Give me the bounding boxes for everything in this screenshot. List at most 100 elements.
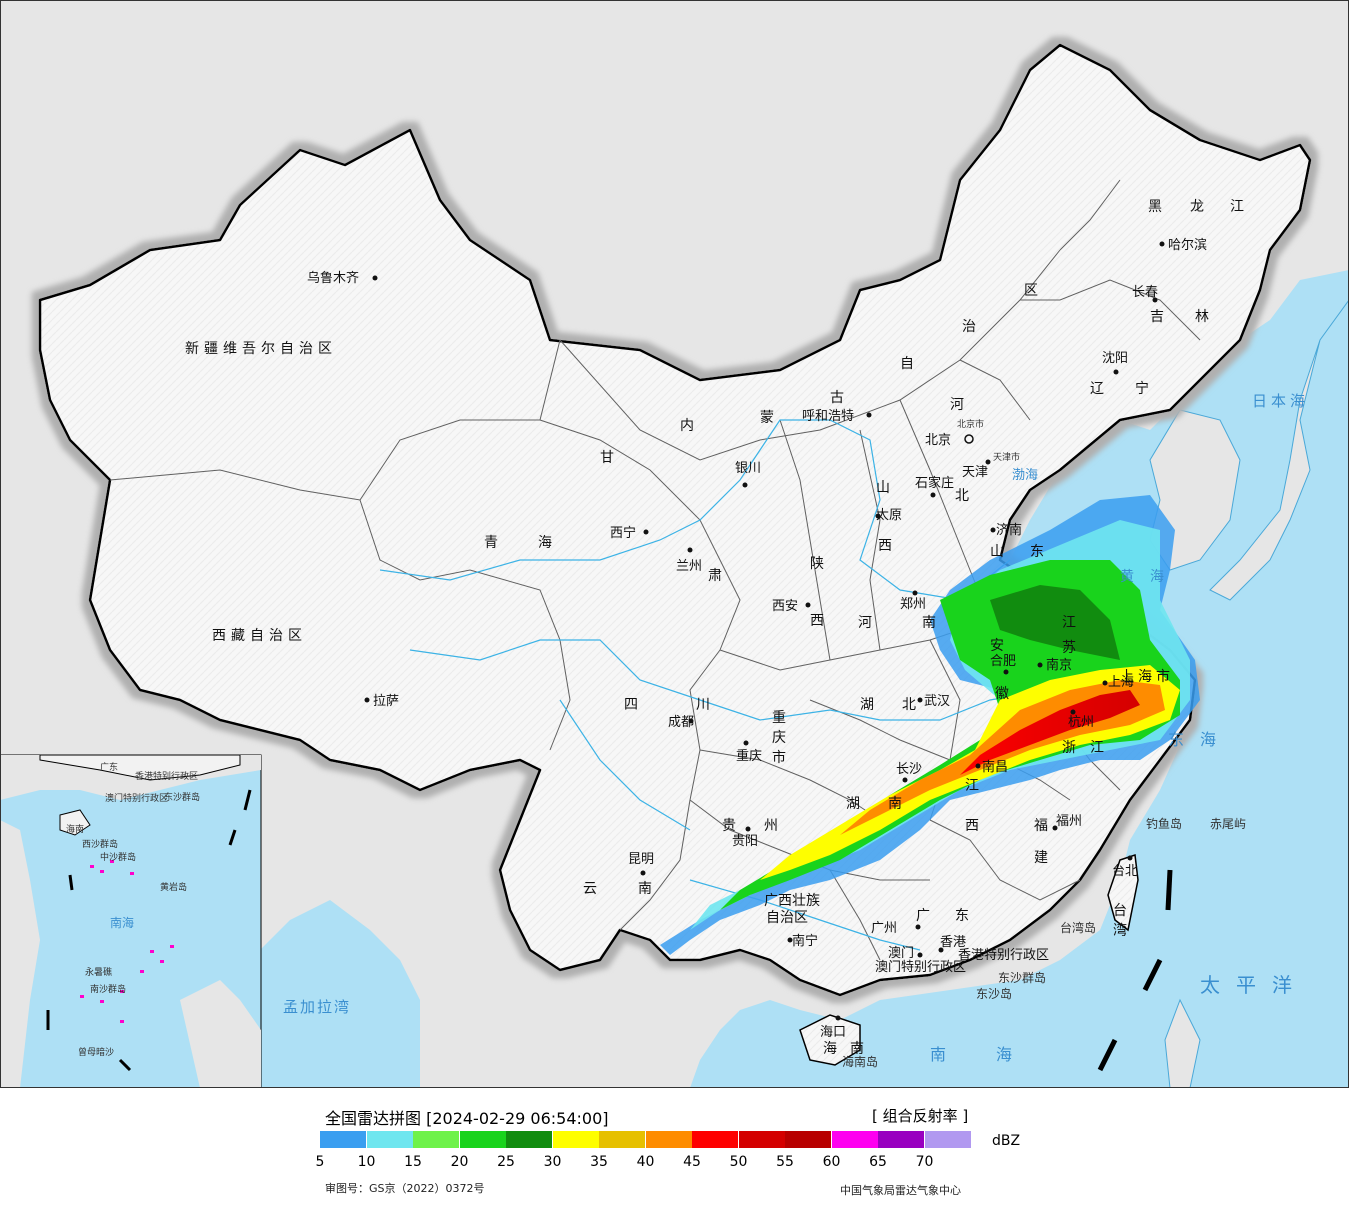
province-label: 四 <box>624 697 638 713</box>
province-label: 河 <box>950 397 964 413</box>
inset-label: 曾母暗沙 <box>78 1046 114 1058</box>
city-label: 兰州 <box>676 559 702 574</box>
province-label: 龙 <box>1190 199 1204 215</box>
inset-label: 香港特别行政区 <box>135 770 198 782</box>
legend-swatch <box>506 1131 552 1148</box>
product-label: [ 组合反射率 ] <box>872 1107 969 1125</box>
approval-number: 审图号：GS京（2022）0372号 <box>325 1182 485 1195</box>
inset-south-china-sea <box>0 754 262 1088</box>
province-label: 川 <box>696 697 710 713</box>
province-label: 宁 <box>1135 380 1149 397</box>
province-label: 西 <box>965 818 979 834</box>
inset-label: 南海 <box>110 915 134 930</box>
legend-tick: 35 <box>590 1154 608 1170</box>
city-label: 天津 <box>962 465 988 480</box>
legend-tick: 50 <box>729 1154 748 1170</box>
city-label: 长沙 <box>896 762 922 777</box>
province-label: 海 <box>1138 669 1152 685</box>
province-label: 广西壮族 <box>764 893 820 909</box>
province-label: 山 <box>990 544 1004 560</box>
inset-label: 黄岩岛 <box>160 881 187 893</box>
unit-label: dBZ <box>992 1133 1021 1149</box>
province-label: 青海 <box>484 535 592 551</box>
province-label: 浙 <box>1062 740 1076 756</box>
city-label: 广州 <box>871 921 897 936</box>
province-label: 安 <box>990 638 1004 654</box>
legend-swatch <box>366 1131 413 1148</box>
city-label: 西安 <box>772 599 798 614</box>
province-label: 古 <box>830 390 844 406</box>
province-label: 蒙 <box>760 410 774 426</box>
province-boundaries <box>109 179 1201 961</box>
province-label: 北 <box>902 697 916 713</box>
province-label: 陕 <box>810 556 824 572</box>
island-label: 钓鱼岛 <box>1146 816 1182 831</box>
city-label: 重庆 <box>736 748 762 764</box>
legend-swatch <box>692 1131 738 1148</box>
city-label: 杭州 <box>1068 715 1094 730</box>
legend-swatch <box>320 1131 366 1148</box>
city-label: 沈阳 <box>1102 351 1128 366</box>
inset-label: 澳门特别行政区 <box>105 792 168 804</box>
city-label: 澳门 <box>888 945 914 961</box>
sea-label: 南海 <box>930 1045 1062 1064</box>
radar-map: 新疆维吾尔自治区 西藏自治区 青海 甘 肃 四 川 云 南 贵 州 内 蒙 古 … <box>0 0 1349 1088</box>
city-label: 成都 <box>668 715 694 730</box>
bay-of-bengal <box>250 900 420 1088</box>
sea-label: 日本海 <box>1252 392 1309 410</box>
region-label: 澳门特别行政区 <box>875 959 966 975</box>
province-label: 东 <box>1030 544 1044 560</box>
legend-tick: 65 <box>869 1154 887 1170</box>
city-label: 武汉 <box>924 694 950 709</box>
province-label: 北 <box>955 488 969 504</box>
sea-label: 东海 <box>1168 730 1232 749</box>
legend-swatch <box>459 1131 506 1148</box>
province-label: 西 <box>810 613 824 629</box>
japan <box>1209 299 1349 601</box>
province-label: 市 <box>772 749 786 766</box>
province-label: 江 <box>1062 615 1076 631</box>
city-label: 石家庄 <box>915 475 954 491</box>
island-label: 台湾岛 <box>1060 920 1096 935</box>
province-label: 东 <box>955 908 969 924</box>
hainan <box>799 1014 861 1066</box>
province-label: 上 <box>1120 669 1134 685</box>
province-label: 湖 <box>860 697 874 713</box>
legend-swatch <box>599 1131 645 1148</box>
legend-swatch <box>645 1131 692 1148</box>
province-label: 自 <box>900 356 914 372</box>
city-label: 香港 <box>940 935 966 950</box>
radar-echoes <box>660 495 1200 955</box>
island-label: 东沙群岛 <box>998 970 1046 985</box>
province-label: 南 <box>922 615 936 631</box>
sea-label: 渤海 <box>1012 467 1038 483</box>
province-label: 苏 <box>1062 640 1076 656</box>
legend-panel <box>0 1088 1349 1208</box>
city-label: 南京 <box>1046 657 1072 673</box>
city-label: 济南 <box>996 522 1022 538</box>
city-label: 拉萨 <box>373 694 399 709</box>
province-label: 市 <box>1156 668 1170 685</box>
city-label: 福州 <box>1056 814 1082 829</box>
island-label: 东沙岛 <box>976 986 1012 1001</box>
legend-swatch <box>878 1131 924 1148</box>
city-label: 天津市 <box>993 451 1020 463</box>
province-label: 林 <box>1195 309 1209 325</box>
city-label: 海口 <box>820 1025 846 1040</box>
region-label: 香港特别行政区 <box>958 948 1049 963</box>
province-label: 黑 <box>1148 199 1162 215</box>
legend-tick: 70 <box>915 1154 934 1170</box>
province-label: 湾 <box>1113 922 1127 939</box>
map-title: 全国雷达拼图 [2024-02-29 06:54:00] <box>325 1109 609 1128</box>
province-label: 治 <box>962 319 976 335</box>
province-label: 州 <box>764 818 778 834</box>
echo-25dbz <box>990 585 1120 660</box>
city-label: 合肥 <box>990 654 1016 669</box>
inset-label: 中沙群岛 <box>100 851 136 863</box>
credit-label: 中国气象局雷达气象中心 <box>840 1184 961 1197</box>
province-label: 辽 <box>1090 381 1104 397</box>
city-label: 长春 <box>1132 285 1158 300</box>
legend-tick: 25 <box>497 1154 515 1170</box>
city-label: 太原 <box>876 508 902 523</box>
province-label: 云 <box>583 881 597 897</box>
